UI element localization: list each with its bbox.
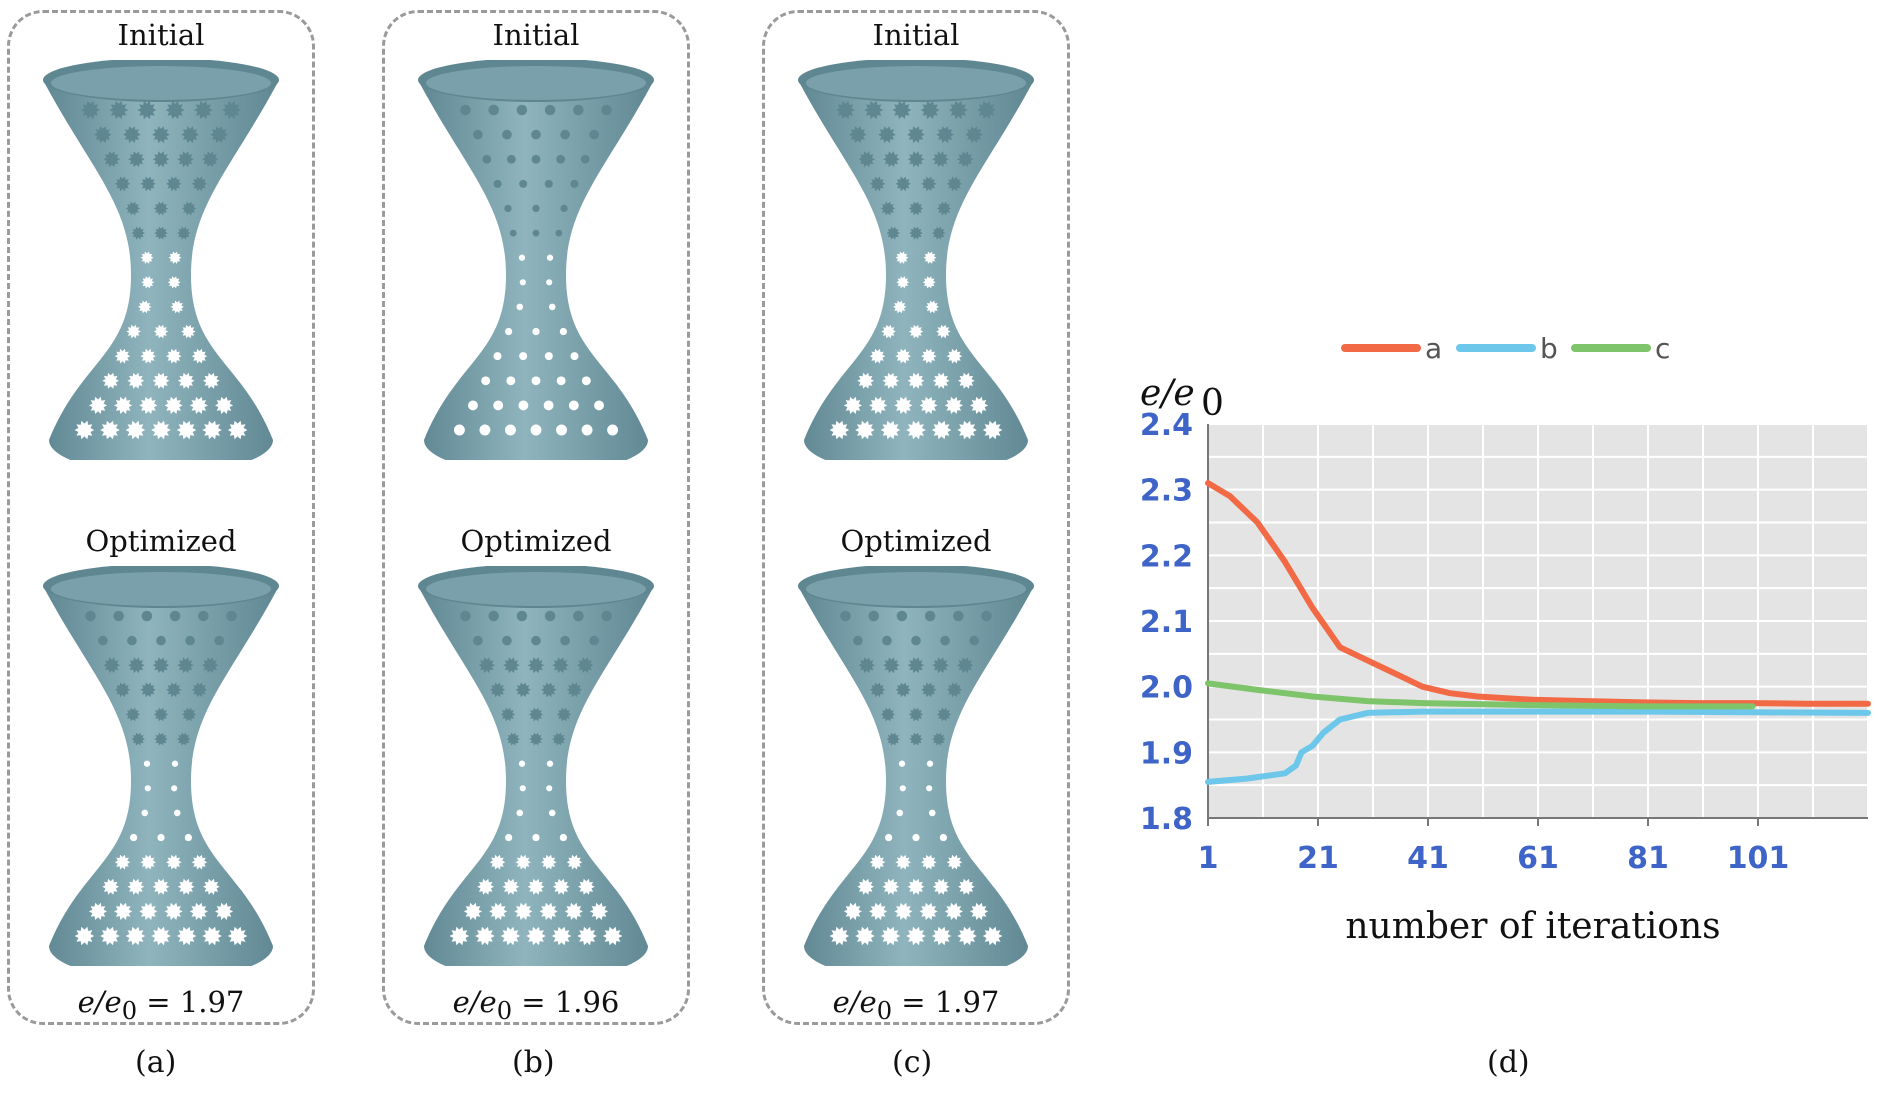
panel-c-caption: (c) xyxy=(892,1045,933,1080)
panel-a-initial-shape xyxy=(43,60,279,460)
x-tick-label: 21 xyxy=(1297,841,1339,876)
panel-a-frame xyxy=(7,10,315,1025)
panel-c-frame xyxy=(762,10,1070,1025)
panel-a-ratio: e/e0 = 1.97 xyxy=(77,985,245,1025)
legend-label-b: b xyxy=(1540,332,1558,365)
y-tick-label: 2.4 xyxy=(1140,408,1193,443)
x-tick-label: 61 xyxy=(1517,841,1559,876)
y-tick-label: 1.9 xyxy=(1140,736,1193,771)
y-tick-label: 2.0 xyxy=(1140,671,1193,706)
y-axis-title: e/e xyxy=(1140,373,1195,414)
series-line-b xyxy=(1205,708,1871,785)
x-tick-label: 41 xyxy=(1407,841,1449,876)
x-axis-title: number of iterations xyxy=(1345,906,1720,947)
panel-c-initial-label: Initial xyxy=(872,18,960,52)
legend-label-a: a xyxy=(1425,332,1442,365)
panel-b-optimized-shape xyxy=(418,566,654,966)
panel-b-optimized-label: Optimized xyxy=(460,524,612,558)
y-tick-label: 2.3 xyxy=(1140,474,1193,509)
panel-a-caption: (a) xyxy=(135,1045,177,1080)
panel-d-caption: (d) xyxy=(1487,1045,1530,1080)
panel-c-ratio: e/e0 = 1.97 xyxy=(832,985,1000,1025)
series-line-a xyxy=(1205,480,1871,707)
panel-c-initial-shape xyxy=(798,60,1034,460)
panel-b-caption: (b) xyxy=(512,1045,555,1080)
x-tick-label: 1 xyxy=(1198,841,1219,876)
y-tick-label: 2.2 xyxy=(1140,539,1193,574)
legend-label-c: c xyxy=(1655,332,1670,365)
panel-b-ratio: e/e0 = 1.96 xyxy=(452,985,620,1025)
x-tick-label: 101 xyxy=(1727,841,1790,876)
panel-b-frame xyxy=(382,10,690,1025)
y-tick-label: 2.1 xyxy=(1140,605,1193,640)
panel-a-initial-label: Initial xyxy=(117,18,205,52)
series-line-c xyxy=(1205,680,1756,710)
y-axis-title-sub: 0 xyxy=(1201,383,1224,424)
panel-b-initial-label: Initial xyxy=(492,18,580,52)
y-tick-label: 1.8 xyxy=(1140,802,1193,837)
panel-b-initial-shape xyxy=(418,60,654,460)
x-tick-label: 81 xyxy=(1627,841,1669,876)
panel-c-optimized-shape xyxy=(798,566,1034,966)
convergence-chart: 1.8 1.9 2.0 2.1 2.2 2.3 2.4 1 21 41 61 81 101 a b c e/e 0… xyxy=(1140,332,1871,947)
panel-c-optimized-label: Optimized xyxy=(840,524,992,558)
panel-a-optimized-shape xyxy=(43,566,279,966)
panel-a-optimized-label: Optimized xyxy=(85,524,237,558)
